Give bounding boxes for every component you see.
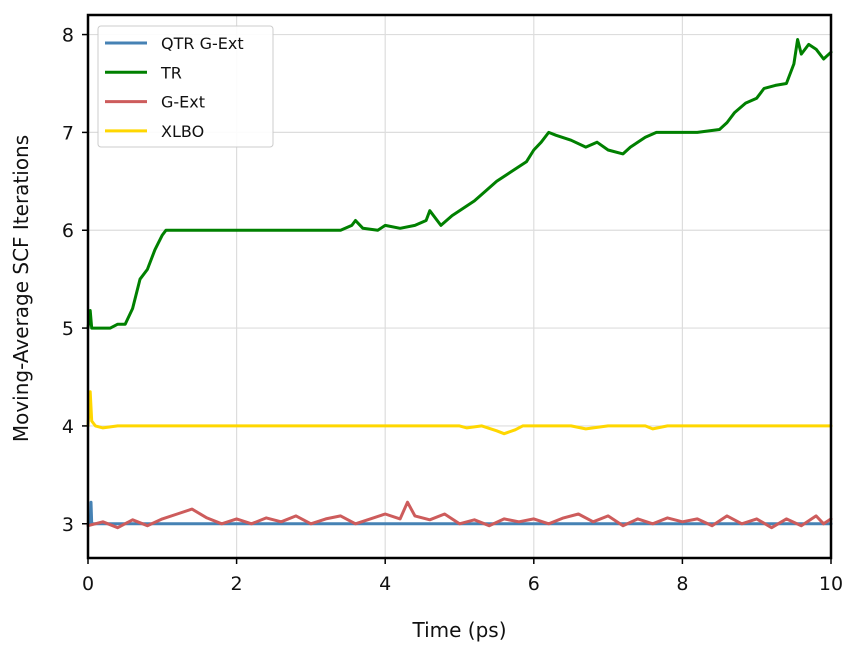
x-axis-title: Time (ps) [411,618,506,642]
legend-label: XLBO [161,122,204,141]
y-tick-label: 5 [62,318,74,340]
y-tick-label: 7 [62,122,74,144]
x-tick-label: 10 [819,573,843,595]
series-layer [86,38,833,530]
x-tick-label: 0 [82,573,94,595]
legend-label: QTR G-Ext [161,34,244,53]
y-axis-title: Moving-Average SCF Iterations [9,135,33,442]
y-tick-label: 3 [62,514,74,536]
legend-label: G-Ext [161,93,205,112]
axis-ticks: 0 2 4 6 8 10 3 4 5 6 7 8 [62,25,843,595]
y-tick-label: 6 [62,220,74,242]
y-tick-label: 4 [62,416,74,438]
x-tick-label: 2 [231,573,243,595]
legend-label: TR [160,63,182,82]
legend: QTR G-Ext TR G-Ext XLBO [97,25,274,148]
x-tick-label: 4 [379,573,391,595]
x-tick-label: 6 [528,573,540,595]
series-line [86,390,833,436]
y-tick-label: 8 [62,25,74,47]
plot-frame [86,13,833,560]
x-tick-label: 8 [676,573,688,595]
series-line [86,500,833,526]
series-line [86,38,833,330]
series-line [86,500,833,530]
legend-box [97,25,274,148]
